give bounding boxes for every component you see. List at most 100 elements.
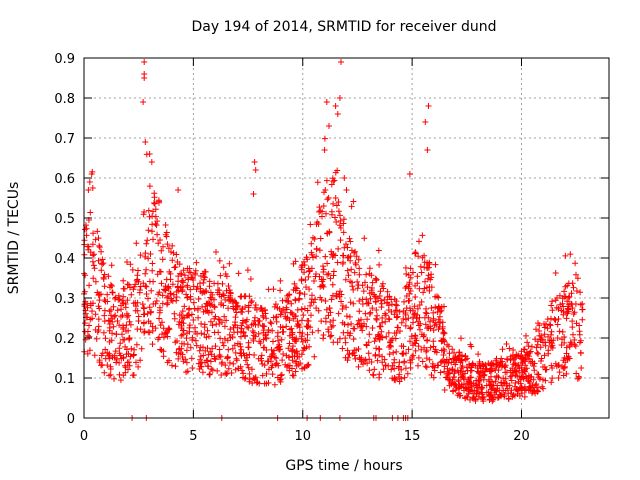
data-point: [262, 332, 269, 339]
data-point: [153, 222, 160, 229]
data-point: [141, 59, 148, 65]
data-point: [159, 319, 165, 326]
data-point: [320, 266, 327, 273]
data-point: [430, 309, 437, 316]
data-point: [566, 301, 573, 308]
data-point: [196, 366, 203, 372]
data-point: [150, 278, 157, 285]
data-point: [310, 234, 316, 241]
data-point: [110, 303, 117, 310]
data-point: [308, 299, 315, 306]
data-point: [135, 318, 142, 324]
data-point: [518, 355, 524, 362]
data-point: [493, 373, 500, 379]
data-point: [233, 357, 240, 364]
data-point: [492, 378, 499, 385]
data-point: [197, 353, 204, 360]
data-point: [331, 177, 338, 184]
data-point: [292, 313, 299, 319]
data-point: [122, 362, 128, 369]
data-point: [214, 367, 221, 374]
data-point: [559, 295, 566, 302]
data-point: [322, 298, 329, 304]
data-point: [160, 243, 166, 250]
data-point: [269, 371, 276, 378]
data-point: [477, 374, 484, 381]
data-point: [375, 247, 382, 254]
data-point: [126, 335, 132, 342]
data-point: [455, 377, 462, 383]
data-point: [421, 344, 428, 351]
data-point: [548, 362, 555, 369]
data-point: [380, 366, 387, 373]
data-point: [417, 263, 424, 270]
data-point: [423, 364, 430, 371]
data-point: [232, 349, 239, 356]
data-point: [105, 273, 112, 280]
data-point: [304, 317, 311, 324]
data-point: [329, 254, 336, 260]
data-point: [403, 293, 410, 299]
data-point: [222, 362, 229, 369]
data-point: [192, 337, 199, 344]
data-point: [117, 377, 124, 384]
data-point: [555, 362, 562, 369]
data-point: [384, 288, 391, 295]
data-point: [116, 345, 123, 352]
data-point: [336, 291, 342, 298]
data-point: [412, 249, 419, 256]
data-point: [482, 366, 489, 372]
data-point: [109, 315, 116, 322]
data-point: [108, 262, 115, 269]
data-point: [521, 393, 528, 400]
data-point: [250, 337, 257, 344]
data-point: [540, 376, 546, 383]
data-point: [562, 283, 569, 290]
data-point: [316, 204, 323, 211]
data-point: [337, 225, 344, 231]
data-point: [324, 230, 331, 237]
data-point: [518, 384, 525, 391]
data-point: [217, 353, 224, 360]
data-point: [518, 348, 525, 355]
data-point: [301, 291, 308, 298]
data-point: [372, 352, 379, 359]
data-point: [570, 331, 576, 338]
data-point: [397, 328, 403, 335]
data-point: [242, 293, 249, 300]
data-point: [353, 253, 360, 260]
data-point: [82, 320, 88, 327]
data-point: [433, 349, 440, 356]
data-point: [192, 270, 199, 277]
data-point: [458, 335, 464, 342]
data-point: [202, 347, 209, 354]
data-point: [364, 360, 371, 367]
data-point: [202, 359, 208, 366]
data-point: [257, 304, 264, 311]
data-point: [248, 299, 254, 306]
data-point: [251, 352, 258, 358]
data-point: [330, 200, 337, 207]
data-point: [351, 269, 358, 276]
data-point: [254, 379, 261, 386]
data-point: [217, 335, 224, 342]
data-point: [414, 280, 421, 287]
data-point: [174, 283, 181, 290]
data-point: [125, 312, 132, 319]
data-point: [251, 159, 258, 165]
data-point: [178, 325, 185, 331]
data-point: [109, 289, 116, 296]
data-point: [350, 286, 357, 293]
data-point: [335, 245, 342, 252]
data-point: [223, 273, 230, 280]
data-point: [188, 311, 195, 318]
data-point: [412, 347, 419, 354]
data-point: [551, 316, 558, 323]
data-point: [479, 394, 486, 401]
data-point: [387, 343, 394, 350]
data-point: [242, 357, 249, 364]
data-point: [519, 369, 526, 376]
data-point: [481, 371, 488, 378]
data-point: [86, 282, 93, 289]
